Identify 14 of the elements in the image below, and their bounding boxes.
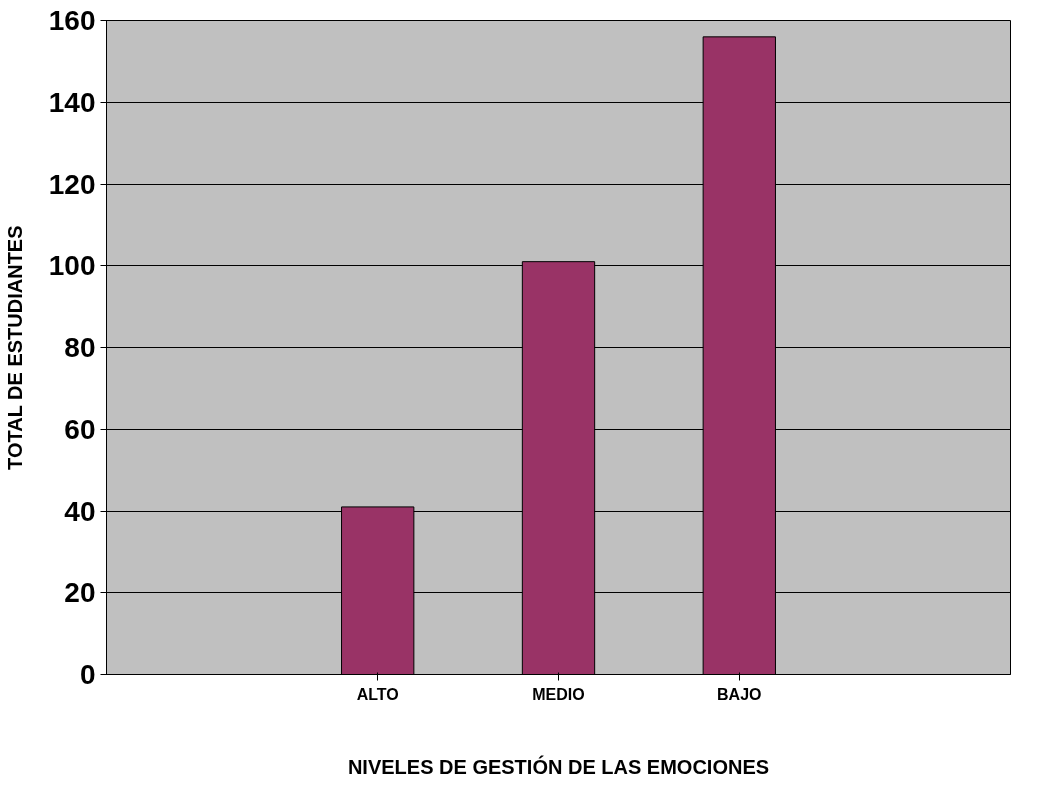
x-tick-label: ALTO bbox=[356, 685, 399, 703]
y-tick-label: 100 bbox=[48, 250, 96, 282]
x-tick-label: BAJO bbox=[717, 685, 762, 703]
y-axis-title: TOTAL DE ESTUDIANTES bbox=[3, 225, 26, 470]
y-tick-label: 120 bbox=[48, 168, 96, 200]
y-tick-label: 140 bbox=[48, 86, 96, 118]
x-axis-title: NIVELES DE GESTIÓN DE LAS EMOCIONES bbox=[347, 754, 770, 778]
y-tick-label: 0 bbox=[79, 659, 96, 690]
y-tick-label: 60 bbox=[64, 413, 96, 445]
y-tick-label: 160 bbox=[48, 5, 96, 36]
y-tick-label: 80 bbox=[64, 332, 96, 363]
y-tick-label: 40 bbox=[64, 495, 96, 527]
x-tick-label: MEDIO bbox=[532, 685, 585, 703]
y-tick-label: 20 bbox=[64, 577, 96, 609]
